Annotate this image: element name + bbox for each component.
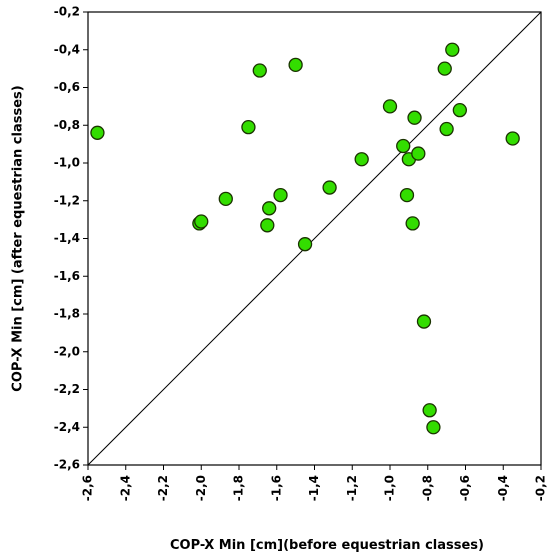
y-tick-label: -1,8 [54,307,80,321]
data-point [399,187,415,203]
data-point [288,57,303,72]
data-point [422,403,437,418]
y-tick-label: -2,0 [54,344,80,358]
data-point [273,187,288,203]
x-tick-label: -2,0 [194,475,208,501]
y-tick-label: -1,4 [54,231,80,245]
y-tick-label: -0,2 [54,5,80,19]
data-point [426,420,441,435]
x-tick-label: -0,2 [534,475,548,501]
data-point [260,218,275,233]
y-tick-label: -0,6 [54,80,80,94]
data-point [505,131,520,146]
x-tick-label: -0,8 [420,475,434,501]
data-point [396,138,411,154]
x-axis-title: COP-X Min [cm](before equestrian classes… [170,538,484,553]
data-point [252,63,267,78]
data-points-layer [90,42,520,435]
x-tick-label: -2,6 [81,475,95,501]
data-point [218,191,233,207]
data-point [437,61,452,76]
data-point [416,314,432,329]
data-point [439,121,454,137]
data-point [411,146,426,161]
y-tick-label: -2,4 [54,420,80,434]
x-tick-label: -1,6 [269,475,283,501]
y-axis-title: COP-X Min [cm] (after equestrian classes… [11,85,26,391]
x-tick-label: -1,2 [345,475,359,501]
x-axis-ticks: -2,6 -2,4 -2,2 -2,0 -1,8 -1,6 -1,4 -1,2 -1,0 -0,8… [81,465,548,501]
y-tick-label: -2,6 [54,458,80,472]
data-point [262,201,277,216]
x-tick-label: -1,8 [232,475,246,501]
data-point [241,119,256,135]
data-point [452,103,467,118]
y-tick-label: -2,2 [54,382,80,396]
y-tick-label: -1,2 [54,193,80,207]
y-axis-ticks: -0,2 -0,4 -0,6 -0,8 -1,0 -1,2 -1,4 -1,6 -1,8 -2,0… [54,5,88,472]
data-point [194,214,209,229]
y-tick-label: -0,8 [54,118,80,132]
x-tick-label: -2,2 [156,475,170,501]
y-tick-label: -1,6 [54,269,80,283]
data-point [297,237,313,252]
diagonal-reference-line [87,11,542,466]
data-point [445,42,460,57]
data-point [405,216,420,231]
y-tick-label: -0,4 [54,42,80,56]
x-tick-label: -2,4 [118,475,132,501]
y-tick-label: -1,0 [54,156,80,170]
x-tick-label: -0,4 [496,475,510,501]
x-tick-label: -1,4 [307,475,321,501]
x-tick-label: -0,6 [458,475,472,501]
data-point [90,125,105,140]
data-point [382,99,398,114]
data-point [407,110,422,125]
x-tick-label: -1,0 [383,475,397,501]
data-point [354,152,369,167]
data-point [322,180,337,195]
reference-diagonal-layer [87,11,542,466]
